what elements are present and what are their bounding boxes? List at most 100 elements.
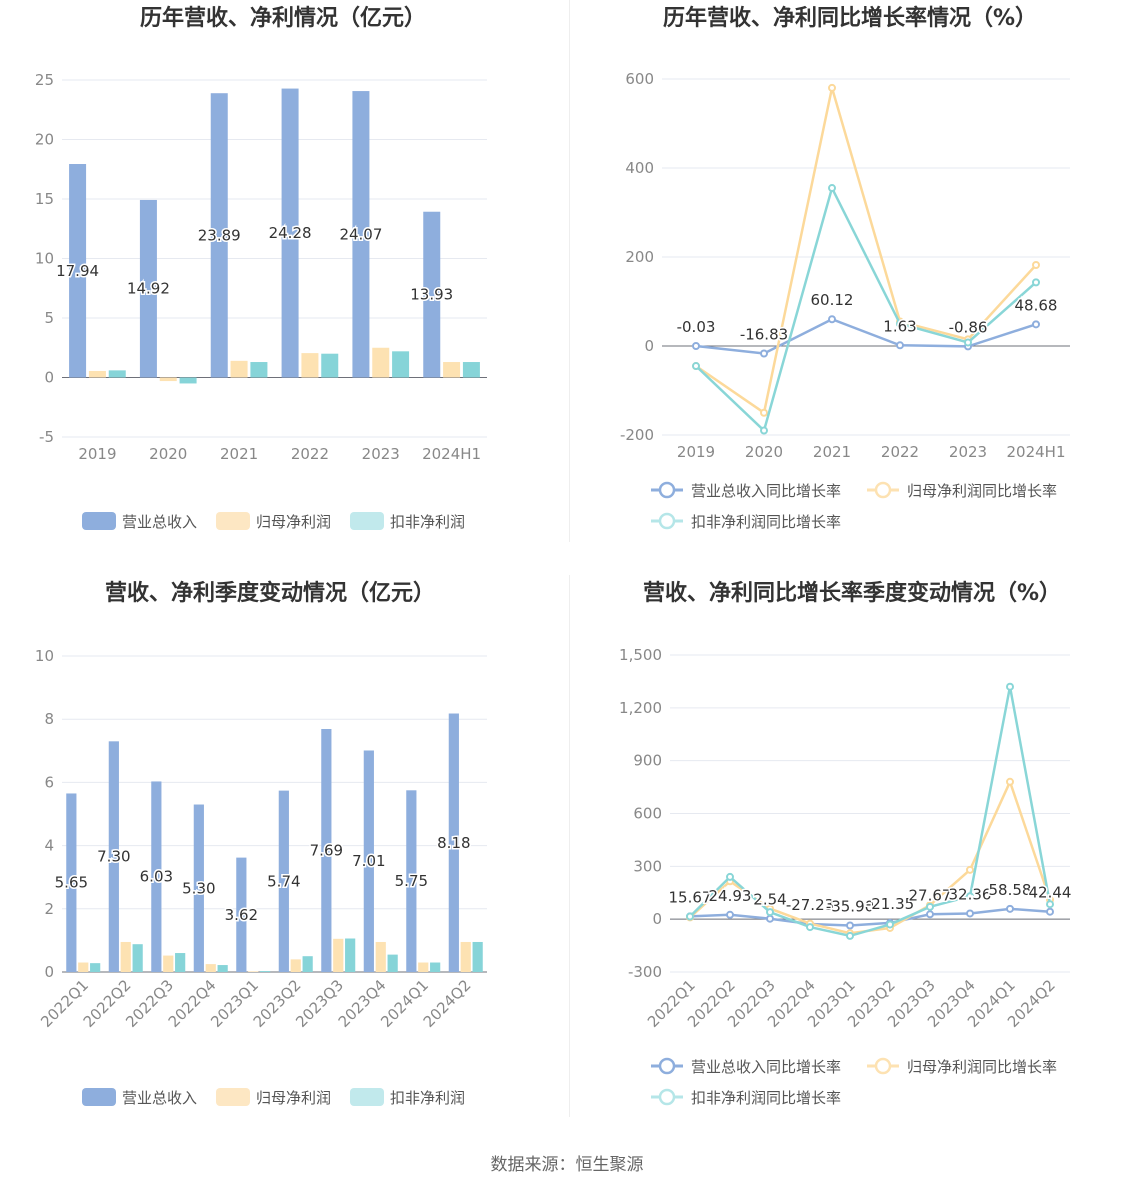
legend-swatch — [82, 512, 116, 530]
y-tick-label: -200 — [620, 426, 654, 444]
y-tick-label: 0 — [652, 910, 662, 928]
bar — [250, 362, 268, 378]
y-tick-label: 6 — [44, 773, 54, 791]
data-point — [1046, 907, 1054, 916]
line-value-label: 2.54 — [753, 891, 786, 909]
data-point — [726, 910, 734, 919]
data-point — [828, 184, 836, 193]
y-tick-label: 5 — [44, 309, 54, 327]
bar — [290, 959, 301, 972]
x-tick-label: 2023 — [362, 445, 400, 463]
data-point — [766, 908, 774, 917]
bar — [302, 956, 313, 972]
annual-revenue-profit-chart: 历年营收、净利情况（亿元） -5 0 5 10 15 20 25 2019 2020 2021 202… — [0, 0, 567, 575]
bar — [230, 360, 248, 378]
bar-value-label: 24.07 — [339, 225, 382, 243]
bar-value-label: 5.75 — [395, 872, 428, 890]
legend-swatch — [350, 512, 384, 530]
chart-title: 历年营收、净利情况（亿元） — [140, 5, 426, 31]
bar — [281, 88, 299, 378]
line-value-label: -0.86 — [949, 318, 988, 336]
x-tick-label: 2021 — [813, 443, 851, 461]
bar — [163, 955, 174, 972]
data-point — [760, 426, 768, 435]
bar — [352, 91, 370, 378]
bar — [443, 362, 461, 378]
line-value-label: 1.63 — [883, 317, 916, 335]
bar — [132, 944, 143, 972]
data-point — [1046, 900, 1054, 909]
data-point — [1006, 777, 1014, 786]
line-value-label: 60.12 — [811, 291, 854, 309]
data-source: 数据来源：恒生聚源 — [490, 1155, 644, 1175]
x-tick-label: 2024H1 — [422, 445, 481, 463]
series-line — [689, 686, 1052, 938]
data-point — [1032, 320, 1040, 329]
data-point — [966, 909, 974, 918]
annual-growth-rate-svg: 历年营收、净利同比增长率情况（%） -200 0 200 400 600 2019 2020 2… — [620, 5, 1070, 531]
bar — [406, 790, 417, 972]
bar-value-label: 24.28 — [269, 224, 312, 242]
bar — [472, 941, 483, 972]
series-line — [695, 87, 1037, 415]
legend-swatch — [216, 512, 250, 530]
line-value-label: -16.83 — [740, 325, 788, 343]
bar — [205, 964, 216, 972]
line-value-label: 27.67 — [909, 886, 952, 904]
x-tick-label: 2022 — [881, 443, 919, 461]
bar-value-label: 13.93 — [410, 286, 453, 304]
bar — [175, 953, 186, 972]
x-tick-label: 2019 — [78, 445, 116, 463]
legend-marker — [658, 481, 676, 499]
line-value-label: -0.03 — [677, 318, 716, 336]
data-point — [828, 315, 836, 324]
legend-label: 归母净利润同比增长率 — [907, 1058, 1057, 1076]
data-point — [1032, 278, 1040, 287]
y-tick-label: 8 — [44, 710, 54, 728]
legend-label: 营业总收入同比增长率 — [691, 482, 841, 500]
y-tick-label: 20 — [35, 131, 54, 149]
line-value-label: -21.35 — [866, 895, 914, 913]
data-point — [896, 319, 904, 328]
bar — [345, 938, 356, 972]
quarterly-growth-rate-chart: 营收、净利同比增长率季度变动情况（%） -300 0 300 600 900 1,200 1,… — [567, 575, 1134, 1150]
data-point — [766, 914, 774, 923]
bar — [448, 713, 459, 972]
legend-marker — [874, 481, 892, 499]
data-point — [966, 865, 974, 874]
bar — [193, 804, 204, 972]
bar — [210, 93, 228, 378]
legend-label: 归母净利润同比增长率 — [907, 482, 1057, 500]
bar — [88, 370, 106, 378]
bar-value-label: 7.30 — [97, 848, 130, 866]
bar-value-label: 17.94 — [56, 262, 99, 280]
line-value-label: 42.44 — [1029, 884, 1072, 902]
y-tick-label: 1,500 — [619, 646, 662, 664]
x-tick-label: 2024H1 — [1007, 443, 1066, 461]
y-tick-label: 0 — [44, 963, 54, 981]
bar — [90, 963, 101, 972]
y-tick-label: 300 — [633, 857, 662, 875]
series-line — [695, 317, 1037, 355]
annual-growth-rate-chart: 历年营收、净利同比增长率情况（%） -200 0 200 400 600 2019 2020 2… — [567, 0, 1134, 575]
bar-value-label: 14.92 — [127, 280, 170, 298]
data-point — [760, 408, 768, 417]
data-point — [1006, 682, 1014, 691]
y-tick-label: 25 — [35, 71, 54, 89]
data-point — [760, 349, 768, 358]
data-point — [692, 362, 700, 371]
series-line — [695, 184, 1037, 433]
bar — [108, 370, 126, 378]
legend-label: 归母净利润 — [256, 1089, 331, 1107]
legend-swatch — [82, 1088, 116, 1106]
quarterly-growth-rate-svg: 营收、净利同比增长率季度变动情况（%） -300 0 300 600 900 1,200 1,… — [619, 580, 1073, 1107]
bar — [375, 941, 386, 972]
legend-marker — [874, 1057, 892, 1075]
legend-label: 营业总收入 — [122, 1089, 197, 1107]
y-tick-label: -300 — [628, 963, 662, 981]
y-tick-label: 0 — [644, 337, 654, 355]
line-value-label: 48.68 — [1015, 296, 1058, 314]
line-value-label: 15.67 — [669, 888, 712, 906]
bar — [333, 938, 344, 972]
data-point — [964, 338, 972, 347]
